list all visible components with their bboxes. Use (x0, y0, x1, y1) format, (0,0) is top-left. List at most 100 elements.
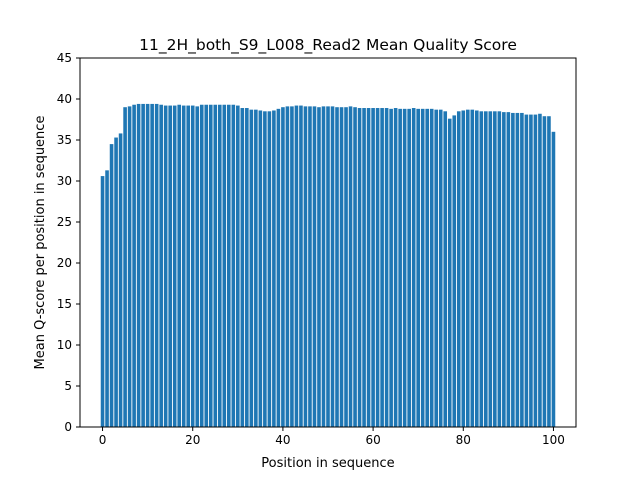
bar (154, 103, 159, 428)
bar (118, 133, 123, 427)
bar (285, 106, 290, 427)
y-tick-label: 5 (64, 379, 72, 393)
bar (502, 112, 506, 428)
bar (380, 108, 384, 428)
bar (551, 131, 556, 428)
bar (276, 108, 281, 427)
bar (245, 108, 249, 428)
x-tick-label: 100 (542, 433, 565, 447)
y-tick-label: 10 (57, 338, 72, 352)
bars (100, 103, 556, 428)
bar (420, 108, 425, 427)
bar (511, 112, 515, 427)
bar (249, 109, 254, 427)
bar (515, 112, 520, 427)
bar (520, 112, 524, 427)
bar (321, 106, 326, 427)
bar (339, 107, 344, 427)
bar (398, 108, 402, 427)
bar (542, 116, 547, 427)
bar (150, 103, 154, 428)
bar (299, 105, 303, 427)
bar (452, 115, 457, 428)
bar (411, 108, 416, 428)
bar (506, 112, 511, 428)
bar (493, 111, 497, 428)
bar (524, 114, 529, 427)
bar (429, 108, 434, 427)
bar (141, 103, 145, 428)
bar (465, 109, 470, 427)
bar (353, 107, 357, 427)
bar (132, 104, 136, 428)
bar (434, 109, 439, 427)
bar (177, 104, 182, 428)
bar (208, 104, 213, 428)
bar (375, 108, 380, 428)
y-axis-label: Mean Q-score per position in sequence (33, 116, 48, 370)
bar (484, 111, 488, 428)
bar (127, 106, 132, 427)
x-tick-label: 80 (456, 433, 471, 447)
bar (479, 111, 484, 428)
bar (344, 107, 348, 427)
bar (222, 104, 227, 428)
bar (456, 111, 461, 428)
bar (438, 109, 443, 427)
bar (326, 106, 330, 427)
bar (195, 106, 200, 427)
bar (312, 106, 317, 427)
y-tick-label: 35 (57, 133, 72, 147)
bar (227, 104, 231, 428)
y-tick-label: 40 (57, 92, 72, 106)
x-tick-label: 60 (365, 433, 380, 447)
x-tick-label: 40 (275, 433, 290, 447)
bar (425, 108, 430, 427)
bar (447, 118, 452, 428)
bar (190, 105, 195, 427)
y-tick-label: 25 (57, 215, 72, 229)
bar (159, 104, 163, 428)
bar (263, 111, 267, 428)
x-tick-label: 0 (99, 433, 107, 447)
bar (236, 105, 240, 427)
bar (123, 107, 127, 427)
bar (281, 107, 285, 427)
bar (290, 106, 294, 427)
y-tick-label: 45 (57, 51, 72, 65)
bar (384, 108, 389, 428)
axes-frame (79, 57, 577, 428)
bar (402, 108, 407, 427)
bar (348, 106, 353, 427)
bar (443, 111, 448, 428)
x-axis-ticks: 0 20 40 60 80 100 (99, 427, 565, 447)
bar (371, 108, 375, 428)
x-axis-label: Position in sequence (261, 456, 394, 471)
bar (181, 105, 186, 427)
x-tick-label: 20 (185, 433, 200, 447)
y-tick-label: 0 (64, 420, 72, 434)
bar (168, 105, 172, 427)
bar (470, 109, 475, 427)
bar (254, 109, 258, 427)
bar (267, 111, 272, 428)
bar (294, 105, 299, 427)
bar (163, 105, 168, 427)
bar (389, 108, 393, 427)
bar (213, 104, 218, 428)
bar (308, 106, 312, 427)
bar (317, 107, 321, 427)
bar (362, 108, 366, 428)
y-axis-ticks: 0 5 10 15 20 25 30 35 40 45 (57, 51, 80, 434)
bar (475, 110, 479, 427)
bar (488, 111, 493, 428)
bar (335, 107, 339, 427)
bar (272, 110, 276, 427)
bar (258, 110, 263, 427)
bar (136, 103, 141, 428)
bar (240, 108, 245, 428)
bar (303, 106, 308, 427)
bar (204, 104, 209, 428)
y-tick-label: 30 (57, 174, 72, 188)
